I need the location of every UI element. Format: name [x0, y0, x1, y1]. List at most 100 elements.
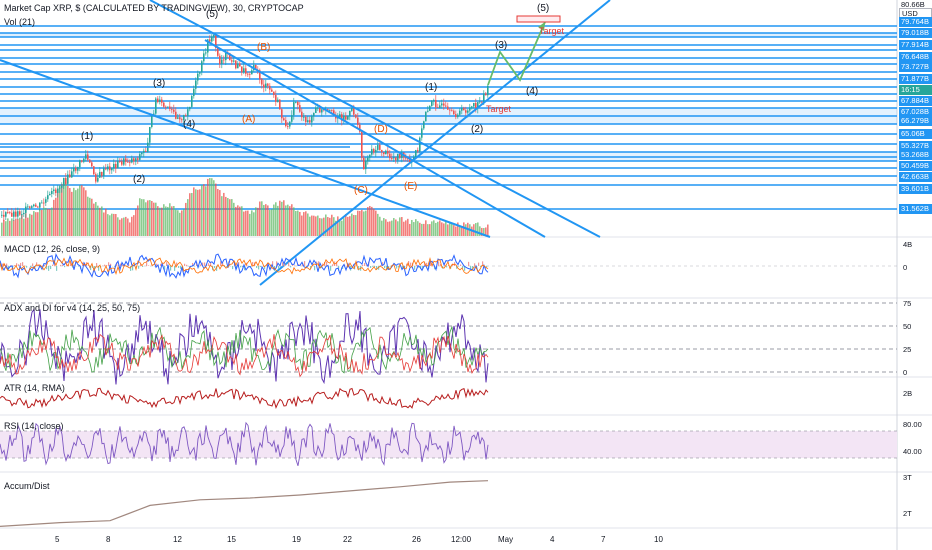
macd-histogram-bar — [60, 264, 62, 266]
macd-histogram-bar — [26, 266, 28, 268]
volume-bar — [397, 221, 399, 236]
macd-histogram-bar — [64, 266, 66, 268]
candle-body — [453, 110, 455, 115]
macd-histogram-bar — [414, 266, 416, 270]
volume-bar — [223, 192, 225, 236]
volume-bar — [115, 213, 117, 236]
volume-bar — [259, 201, 261, 236]
candle-body — [261, 79, 263, 85]
volume-bar — [53, 199, 55, 236]
candle-body — [285, 120, 287, 127]
volume-bar — [229, 199, 231, 236]
volume-bar — [173, 205, 175, 236]
macd-histogram-bar — [362, 264, 364, 266]
volume-bar — [261, 201, 263, 236]
candle-body — [463, 108, 465, 111]
candle-body — [405, 157, 407, 159]
macd-histogram-bar — [96, 263, 98, 266]
candle-body — [103, 168, 105, 176]
volume-bar — [289, 206, 291, 236]
volume-bar — [45, 207, 47, 236]
volume-bar — [463, 222, 465, 236]
macd-histogram-bar — [446, 266, 448, 268]
volume-bar — [199, 189, 201, 236]
volume-bar — [311, 215, 313, 236]
macd-histogram-bar — [164, 266, 166, 270]
candle-body — [291, 115, 293, 122]
rsi-pane-label[interactable]: RSI (14, close) — [4, 421, 64, 431]
time-axis-tick: 4 — [550, 535, 555, 544]
macd-histogram-bar — [178, 266, 180, 268]
macd-histogram-bar — [156, 263, 158, 266]
accum-pane-label[interactable]: Accum/Dist — [4, 481, 50, 491]
candle-body — [439, 105, 441, 108]
macd-histogram-bar — [192, 262, 194, 266]
volume-bar — [213, 180, 215, 236]
symbol-legend[interactable]: Market Cap XRP, $ (CALCULATED BY TRADING… — [4, 3, 304, 13]
volume-bar — [137, 205, 139, 236]
candle-body — [27, 206, 29, 208]
macd-histogram-bar — [294, 265, 296, 266]
volume-bar — [19, 217, 21, 236]
candle-body — [109, 166, 111, 171]
candle-body — [243, 68, 245, 73]
macd-histogram-bar — [210, 262, 212, 266]
macd-pane-label[interactable]: MACD (12, 26, close, 9) — [4, 244, 101, 254]
macd-histogram-bar — [222, 262, 224, 266]
candle-body — [225, 52, 227, 61]
volume-bar — [81, 185, 83, 236]
macd-histogram-bar — [410, 262, 412, 266]
adx-pane-label[interactable]: ADX and DI for v4 (14, 25, 50, 75) — [4, 303, 141, 313]
candle-body — [59, 187, 61, 189]
candle-body — [193, 88, 195, 97]
macd-axis-tick: 4B — [903, 240, 913, 249]
candle-body — [381, 149, 383, 153]
volume-bar — [251, 210, 253, 236]
current-price-countdown: 16:15 — [899, 85, 932, 95]
volume-bar — [77, 188, 79, 236]
volume-bar — [35, 212, 37, 236]
volume-bar — [79, 185, 81, 236]
volume-bar — [153, 202, 155, 236]
macd-histogram-bar — [260, 266, 262, 267]
macd-histogram-bar — [402, 266, 404, 269]
volume-bar — [399, 217, 401, 236]
macd-histogram-bar — [242, 266, 244, 268]
volume-bar — [243, 211, 245, 236]
volume-bar — [383, 218, 385, 236]
volume-bar — [121, 218, 123, 236]
volume-bar — [455, 226, 457, 236]
candle-body — [249, 73, 251, 75]
elliott-wave-label: (C) — [354, 185, 368, 196]
volume-bar — [477, 222, 479, 236]
candle-body — [211, 36, 213, 42]
candle-body — [457, 114, 459, 117]
volume-legend[interactable]: Vol (21) — [4, 17, 36, 27]
volume-bar — [437, 221, 439, 236]
macd-histogram-bar — [382, 262, 384, 266]
atr-line — [0, 387, 489, 409]
volume-bar — [365, 210, 367, 236]
volume-bar — [389, 221, 391, 236]
atr-pane-label[interactable]: ATR (14, RMA) — [4, 383, 65, 393]
macd-histogram-bar — [132, 266, 134, 271]
candle-body — [389, 153, 391, 159]
candle-body — [373, 149, 375, 153]
candle-body — [49, 193, 51, 196]
macd-histogram-bar — [180, 266, 182, 269]
elliott-wave-label: (4) — [526, 86, 539, 97]
macd-histogram-bar — [482, 261, 484, 266]
volume-bar — [313, 215, 315, 236]
volume-bar — [359, 210, 361, 236]
volume-bar — [275, 202, 277, 236]
macd-histogram-bar — [238, 262, 240, 266]
macd-histogram-bar — [78, 266, 80, 267]
candle-body — [37, 206, 39, 208]
time-axis-tick: 5 — [55, 535, 60, 544]
macd-histogram-bar — [460, 264, 462, 266]
upper-target-label: Target — [539, 26, 565, 36]
volume-bar — [429, 224, 431, 236]
volume-bar — [219, 190, 221, 236]
